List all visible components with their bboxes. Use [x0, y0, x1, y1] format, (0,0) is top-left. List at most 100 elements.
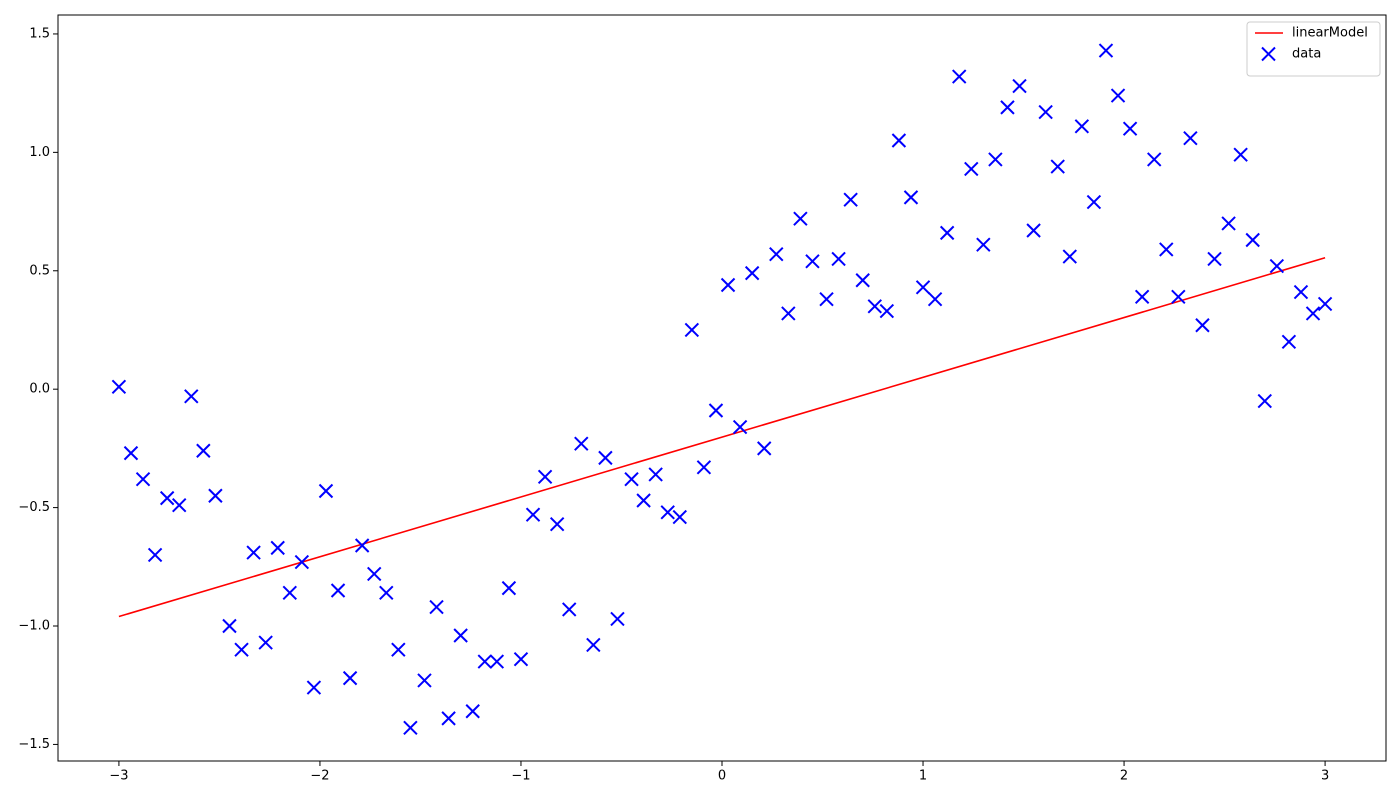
- data-point: [441, 711, 456, 726]
- data-point: [1098, 43, 1114, 58]
- data-point: [1293, 284, 1309, 300]
- data-point: [367, 566, 382, 582]
- data-point: [1233, 147, 1248, 162]
- data-point: [610, 611, 625, 627]
- data-point: [1074, 119, 1090, 134]
- data-point: [1305, 306, 1321, 321]
- data-point: [708, 403, 724, 418]
- data-point: [513, 651, 529, 667]
- data-point: [489, 654, 505, 669]
- data-point: [549, 516, 565, 532]
- data-point: [1086, 194, 1102, 210]
- y-tick-label: 1.5: [29, 26, 50, 41]
- data-point: [781, 306, 796, 321]
- data-point: [379, 585, 394, 601]
- data-point: [111, 379, 127, 395]
- y-tick-label: 0.5: [29, 263, 50, 278]
- data-point: [744, 265, 760, 281]
- data-point: [1134, 289, 1150, 305]
- data-point: [879, 303, 895, 319]
- y-tick-label: −0.5: [18, 500, 50, 515]
- data-point: [172, 498, 187, 513]
- data-point: [196, 443, 211, 458]
- legend-swatch: [1261, 46, 1276, 62]
- data-point: [222, 618, 237, 634]
- data-point: [939, 225, 955, 241]
- data-point: [831, 251, 846, 267]
- data-point: [1110, 88, 1126, 103]
- data-point: [988, 152, 1003, 167]
- data-point: [453, 628, 468, 643]
- data-point: [1026, 223, 1041, 238]
- data-point: [429, 599, 444, 615]
- data-point: [1317, 296, 1333, 312]
- data-point: [964, 161, 979, 177]
- data-point: [757, 441, 772, 456]
- data-point: [123, 445, 139, 461]
- data-point: [246, 545, 261, 560]
- data-point: [234, 642, 249, 657]
- x-tick-label: −3: [109, 769, 128, 784]
- data-point: [660, 505, 675, 520]
- legend-label: linearModel: [1292, 26, 1368, 41]
- data-point: [135, 471, 151, 487]
- data-point: [1038, 104, 1053, 120]
- x-tick-label: −1: [511, 769, 530, 784]
- data-point: [598, 450, 613, 466]
- data-point: [294, 554, 310, 570]
- data-point: [915, 280, 931, 295]
- data-point: [819, 291, 834, 307]
- data-point: [1159, 242, 1174, 257]
- data-point: [465, 704, 480, 719]
- data-point: [258, 635, 273, 650]
- data-point: [184, 389, 199, 404]
- data-point: [282, 585, 297, 601]
- data-point: [306, 680, 322, 695]
- data-point: [574, 436, 589, 451]
- data-point: [793, 211, 808, 226]
- data-point: [562, 602, 577, 617]
- data-point: [1245, 232, 1260, 248]
- data-point: [684, 322, 700, 338]
- data-point: [477, 654, 492, 669]
- x-tick-label: 3: [1321, 769, 1329, 784]
- data-point: [1062, 249, 1077, 264]
- data-point: [586, 637, 601, 653]
- data-point: [1000, 100, 1015, 115]
- data-point: [636, 493, 651, 508]
- y-tick-label: −1.5: [18, 737, 50, 752]
- data-point: [1147, 152, 1162, 167]
- plot-frame: [57, 14, 1387, 762]
- data-point: [1257, 393, 1272, 409]
- data-point: [1221, 216, 1236, 231]
- data-point: [1012, 78, 1027, 94]
- data-point: [1207, 251, 1222, 267]
- data-point: [976, 237, 991, 252]
- data-point: [318, 483, 334, 499]
- y-tick-label: −1.0: [18, 619, 50, 634]
- data-point: [927, 291, 943, 307]
- data-point: [159, 490, 175, 506]
- data-point: [403, 720, 418, 736]
- x-tick-label: 2: [1120, 769, 1128, 784]
- data-point: [1122, 121, 1138, 136]
- data-point: [867, 299, 882, 314]
- data-point: [330, 583, 346, 598]
- legend-label: data: [1292, 47, 1321, 62]
- x-tick-label: 1: [919, 769, 927, 784]
- data-point: [537, 469, 553, 485]
- y-tick-label: 1.0: [29, 145, 50, 160]
- data-point: [501, 580, 517, 596]
- data-point: [624, 471, 639, 487]
- data-point: [805, 254, 820, 269]
- data-point: [672, 509, 687, 525]
- data-point: [720, 277, 736, 293]
- data-point: [208, 488, 223, 503]
- data-point: [342, 670, 358, 686]
- x-tick-label: −2: [310, 769, 329, 784]
- data-point: [147, 547, 163, 563]
- data-point: [391, 642, 406, 657]
- data-point: [903, 190, 919, 205]
- data-point: [1281, 334, 1297, 350]
- data-point: [891, 133, 907, 148]
